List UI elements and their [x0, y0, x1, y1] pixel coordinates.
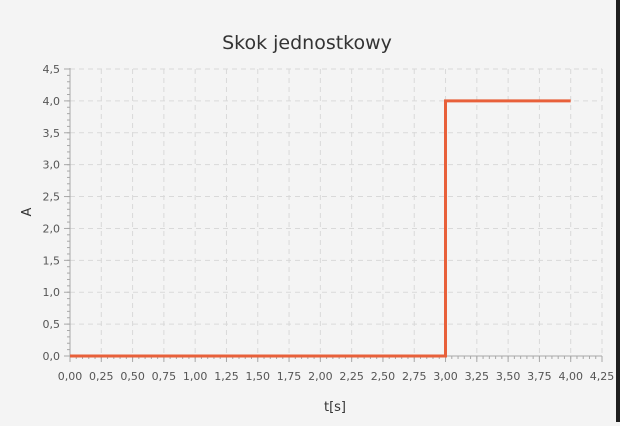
plot-area — [70, 69, 602, 356]
x-tick-label: 0,50 — [120, 370, 145, 383]
y-tick-label: 1,0 — [43, 286, 61, 299]
x-tick-label: 0,25 — [89, 370, 114, 383]
x-tick-label: 3,25 — [465, 370, 490, 383]
x-tick-label: 1,75 — [277, 370, 302, 383]
x-tick-label: 2,00 — [308, 370, 333, 383]
x-tick-label: 3,75 — [527, 370, 552, 383]
y-axis-label: A — [20, 207, 35, 216]
y-tick-label: 1,5 — [43, 254, 61, 267]
y-tick-label: 4,5 — [43, 63, 61, 76]
x-tick-label: 4,00 — [558, 370, 583, 383]
y-tick-label: 4,0 — [43, 95, 61, 108]
x-tick-label: 2,25 — [339, 370, 364, 383]
x-axis-label: t[s] — [324, 400, 346, 415]
x-tick-label: 4,25 — [590, 370, 615, 383]
y-tick-label: 2,5 — [43, 191, 61, 204]
x-tick-label: 3,50 — [496, 370, 521, 383]
series-line — [70, 99, 571, 358]
y-tick-label: 3,0 — [43, 159, 61, 172]
x-tick-label: 3,00 — [433, 370, 458, 383]
window-edge — [616, 0, 620, 422]
chart-title: Skok jednostkowy — [222, 32, 392, 54]
x-tick-label: 0,00 — [58, 370, 83, 383]
x-tick-label: 2,50 — [371, 370, 396, 383]
y-tick-label: 0,5 — [43, 318, 61, 331]
x-tick-label: 1,25 — [214, 370, 239, 383]
y-tick-label: 3,5 — [43, 127, 61, 140]
x-tick-label: 0,75 — [152, 370, 177, 383]
x-tick-label: 2,75 — [402, 370, 427, 383]
x-tick-label: 1,00 — [183, 370, 208, 383]
y-tick-label: 2,0 — [43, 222, 61, 235]
y-tick-label: 0,0 — [43, 350, 61, 363]
x-tick-label: 1,50 — [246, 370, 271, 383]
